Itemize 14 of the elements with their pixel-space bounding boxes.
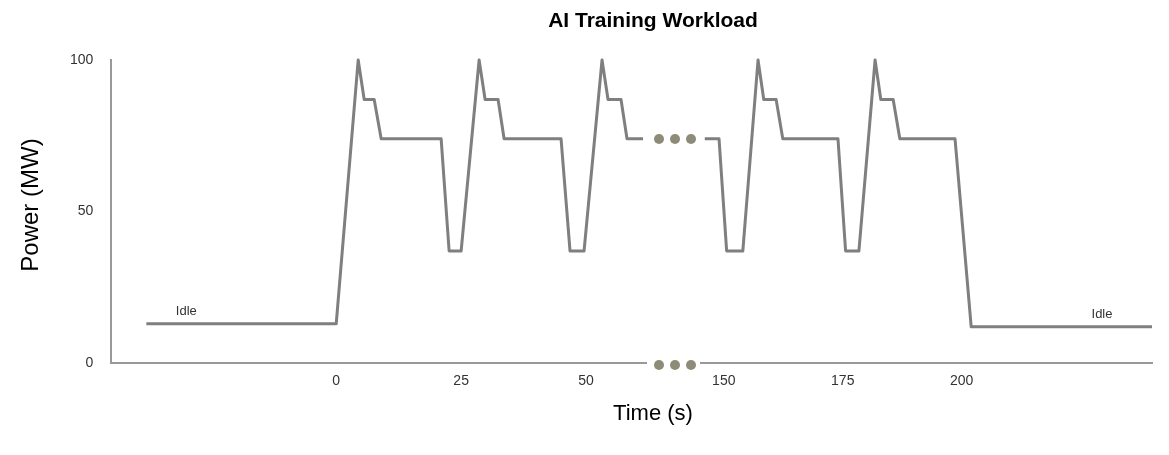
x-tick-label: 175 [831,372,855,389]
y-tick-label: 50 [77,202,94,219]
x-tick-label: 25 [453,372,470,389]
x-tick-label: 150 [712,372,736,389]
x-tick-label: 0 [332,372,341,389]
y-tick-label: 100 [70,50,94,67]
annotation: Idle [1091,305,1113,321]
x-axis-title: Time (s) [612,400,694,426]
y-axis-title: Power (MW) [16,138,44,272]
chart-title: AI Training Workload [547,8,759,32]
y-tick-label: 0 [85,354,94,371]
x-tick-label: 50 [578,372,595,389]
annotation: Idle [175,302,197,318]
x-tick-label: 200 [950,372,974,389]
